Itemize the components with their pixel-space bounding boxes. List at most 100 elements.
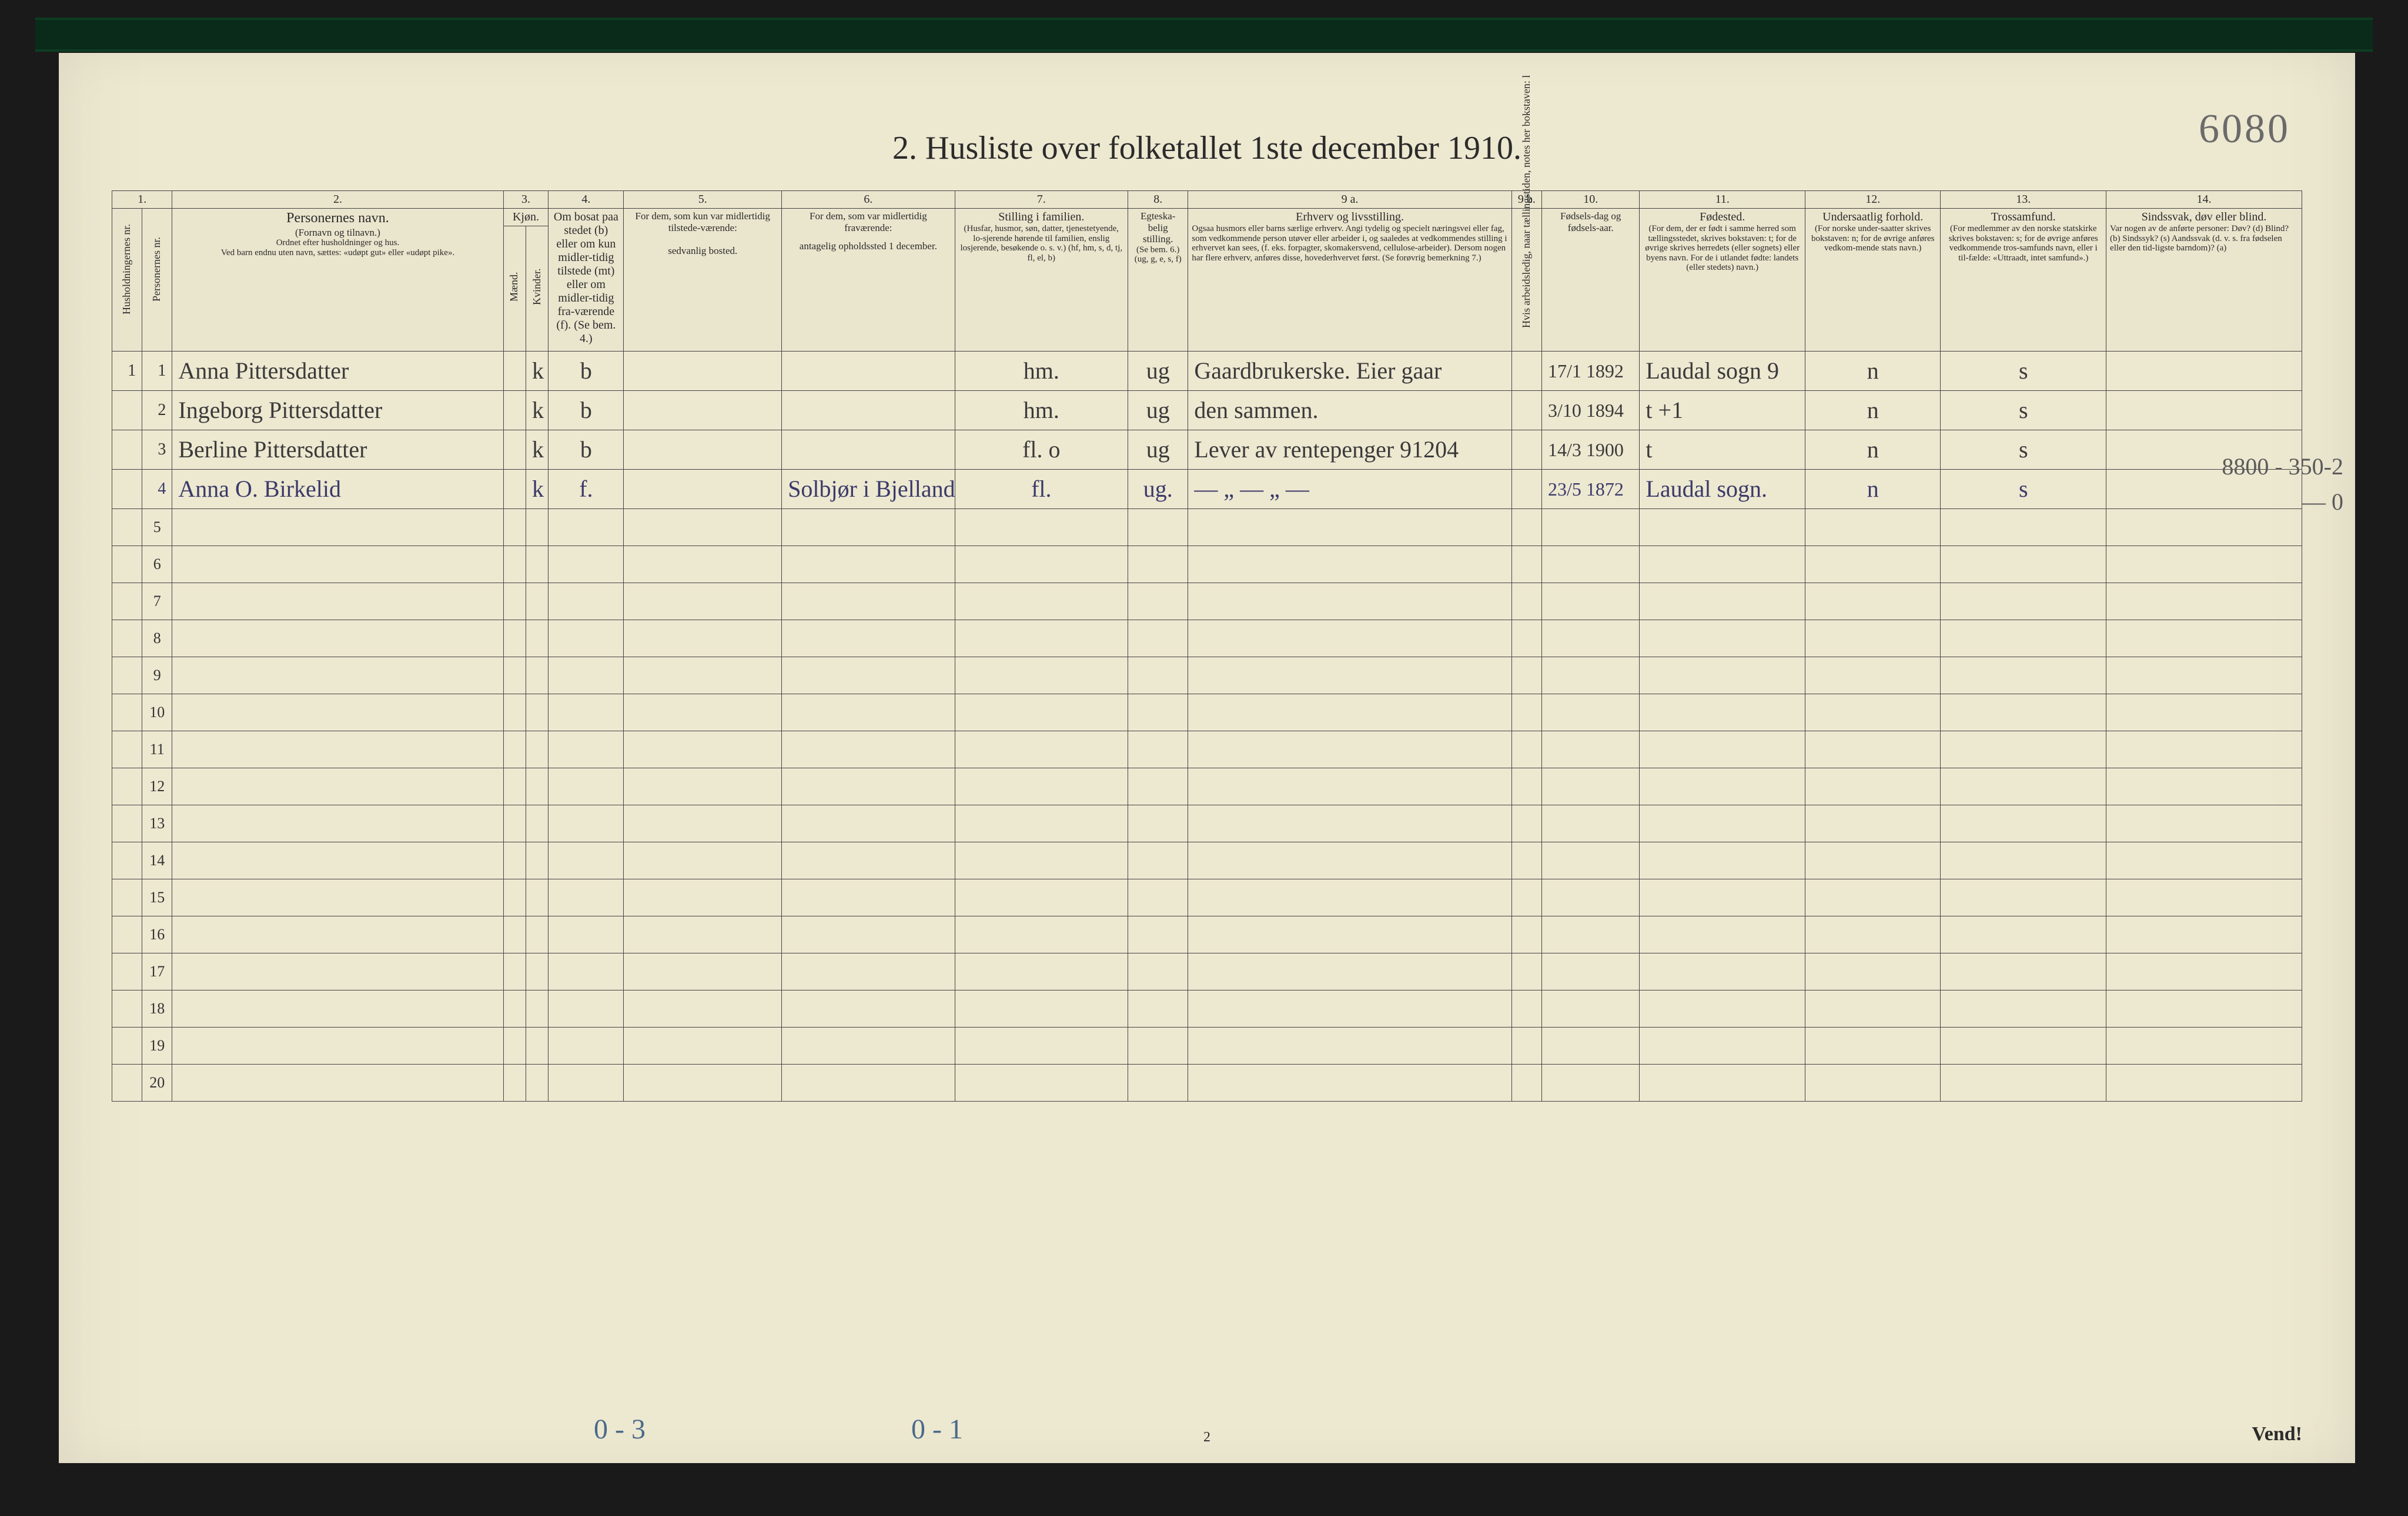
cell-empty [549,620,624,657]
cell-empty [1128,916,1188,953]
cell-empty [1941,1065,2106,1102]
cell-empty [2106,768,2302,805]
cell-empty [549,509,624,546]
cell-erhverv: Gaardbrukerske. Eier gaar [1188,352,1511,391]
cell-empty [782,916,955,953]
cell-empty [782,953,955,990]
cell-empty [1188,546,1511,583]
hdr-person-nr: Personernes nr. [142,209,172,352]
cell-hh-nr [112,430,142,470]
cell-empty [503,805,526,842]
cell-midl-tilst [624,352,782,391]
cell-empty [2106,805,2302,842]
cell-empty [1188,768,1511,805]
colnum-9a: 9 a. [1188,191,1511,209]
cell-empty [1640,879,1805,916]
cell-empty [1188,916,1511,953]
cell-empty [1941,509,2106,546]
cell-empty [624,990,782,1028]
cell-empty [526,768,548,805]
scanner-top-border [35,18,2373,52]
footer-hw-left: 0 - 3 [594,1413,646,1445]
cell-person-nr: 3 [142,430,172,470]
table-row-empty: 16 [112,916,2302,953]
cell-empty [782,731,955,768]
hdr-kjon: Kjøn. [503,209,549,226]
cell-empty [1805,842,1941,879]
handwritten-id-topright: 6080 [2199,106,2290,153]
cell-empty [112,805,142,842]
cell-empty [112,694,142,731]
cell-stilling-fam: hm. [955,391,1128,430]
cell-arbeidsledig [1511,391,1541,430]
cell-empty [1542,546,1640,583]
cell-empty [782,620,955,657]
cell-name: Anna O. Birkelid [172,470,503,509]
cell-empty [1511,990,1541,1028]
cell-empty [1805,953,1941,990]
cell-empty [1511,546,1541,583]
cell-empty [955,805,1128,842]
cell-empty [1542,768,1640,805]
cell-empty [549,916,624,953]
cell-egteskab: ug [1128,430,1188,470]
cell-empty [2106,657,2302,694]
table-row-empty: 19 [112,1028,2302,1065]
cell-empty [1128,990,1188,1028]
cell-empty [1805,916,1941,953]
table-row-empty: 5 [112,509,2302,546]
cell-empty [2106,953,2302,990]
hdr-trossamfund: Trossamfund. (For medlemmer av den norsk… [1941,209,2106,352]
cell-person-nr-printed: 9 [142,657,172,694]
cell-fodselsdag: 14/3 1900 [1542,430,1640,470]
cell-empty [1542,916,1640,953]
cell-empty [503,546,526,583]
cell-hh-nr: 1 [112,352,142,391]
cell-empty [1805,620,1941,657]
cell-undersaat: n [1805,470,1941,509]
cell-empty [1941,583,2106,620]
cell-mand [503,391,526,430]
cell-erhverv: Lever av rentepenger 91204 [1188,430,1511,470]
cell-empty [1542,731,1640,768]
cell-person-nr-printed: 11 [142,731,172,768]
cell-empty [112,768,142,805]
cell-empty [112,509,142,546]
cell-empty [624,509,782,546]
table-row: 2Ingeborg Pittersdatterkbhm.ugden sammen… [112,391,2302,430]
cell-person-nr-printed: 5 [142,509,172,546]
cell-empty [526,805,548,842]
cell-empty [549,768,624,805]
cell-person-nr-printed: 10 [142,694,172,731]
cell-empty [1542,620,1640,657]
cell-empty [1805,879,1941,916]
cell-person-nr-printed: 6 [142,546,172,583]
cell-person-nr-printed: 20 [142,1065,172,1102]
cell-empty [955,842,1128,879]
cell-person-nr-printed: 17 [142,953,172,990]
cell-empty [503,509,526,546]
cell-empty [624,620,782,657]
cell-empty [1941,694,2106,731]
cell-empty [1188,1028,1511,1065]
cell-empty [549,805,624,842]
hdr-stilling-fam: Stilling i familien. (Husfar, husmor, sø… [955,209,1128,352]
cell-empty [1640,620,1805,657]
cell-empty [172,879,503,916]
cell-empty [1542,509,1640,546]
cell-kvinde: k [526,430,548,470]
cell-fodselsdag: 17/1 1892 [1542,352,1640,391]
cell-stilling-fam: fl. o [955,430,1128,470]
table-row: 4Anna O. Birkelidkf.Solbjør i Bjellandfl… [112,470,2302,509]
cell-empty [526,583,548,620]
cell-empty [1128,1065,1188,1102]
cell-empty [1941,953,2106,990]
cell-empty [1188,620,1511,657]
cell-empty [549,990,624,1028]
cell-empty [1542,1028,1640,1065]
cell-midl-tilst [624,470,782,509]
cell-empty [1188,583,1511,620]
content-area: 2. Husliste over folketallet 1ste decemb… [112,129,2302,1428]
cell-empty [1941,805,2106,842]
cell-empty [624,953,782,990]
